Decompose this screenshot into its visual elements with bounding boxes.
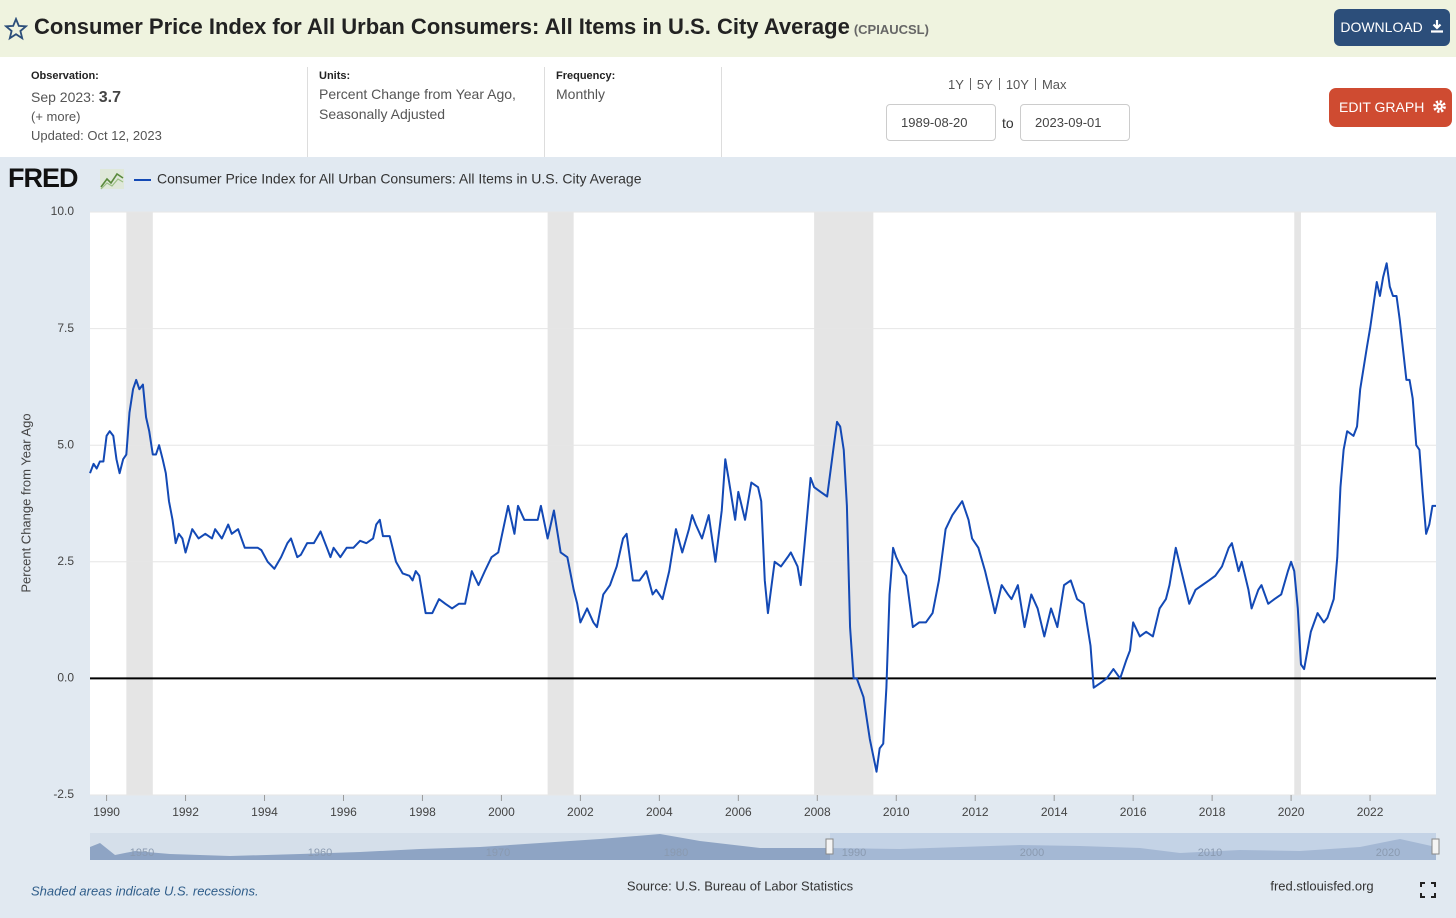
plot-area <box>90 212 1436 795</box>
separator <box>544 67 545 157</box>
x-tick-label: 1996 <box>330 805 357 819</box>
separator <box>307 67 308 157</box>
x-tick-label: 2020 <box>1278 805 1305 819</box>
navigator-handle[interactable] <box>825 838 834 855</box>
x-tick-label: 2002 <box>567 805 594 819</box>
series-id: (CPIAUCSL) <box>853 22 929 37</box>
download-label: DOWNLOAD <box>1340 19 1423 35</box>
chart: FRED Consumer Price Index for All Urban … <box>8 163 1440 898</box>
x-tick-label: 2004 <box>646 805 673 819</box>
navigator-selection[interactable] <box>830 833 1436 860</box>
frequency-label: Frequency: <box>556 70 616 82</box>
fullscreen-icon[interactable] <box>1420 882 1436 898</box>
logo-icon <box>100 169 124 190</box>
navigator-label: 1960 <box>308 847 332 859</box>
navigator-label: 2000 <box>1020 847 1044 859</box>
navigator: 1950 1960 1970 1980 1990 2000 2010 2020 <box>90 833 1440 860</box>
y-axis-label: Percent Change from Year Ago <box>18 413 33 592</box>
frequency-text: Monthly <box>556 86 606 102</box>
range-button[interactable]: 1Y <box>948 77 964 92</box>
range-selector: 1Y 5Y 10Y Max <box>948 76 1067 94</box>
x-tick-label: 2000 <box>488 805 515 819</box>
x-tick-label: 2018 <box>1199 805 1226 819</box>
fred-logo: FRED <box>8 163 78 193</box>
observation-label: Observation: <box>31 70 99 82</box>
separator <box>721 67 722 157</box>
y-tick-label: -2.5 <box>53 787 74 801</box>
x-tick-label: 2016 <box>1120 805 1147 819</box>
gear-icon <box>1433 100 1447 113</box>
info-panel: Observation: Sep 2023: 3.7 (+ more) Upda… <box>0 57 1456 157</box>
x-tick-label: 1994 <box>251 805 278 819</box>
navigator-label: 1970 <box>486 847 510 859</box>
recession-shade <box>1294 212 1301 795</box>
navigator-label: 2020 <box>1376 847 1400 859</box>
updated-date: Updated: Oct 12, 2023 <box>31 128 162 143</box>
y-tick-label: 2.5 <box>57 554 74 568</box>
date-separator: to <box>1002 115 1014 131</box>
navigator-label: 1980 <box>664 847 688 859</box>
recession-shade <box>547 212 574 795</box>
y-tick-label: 0.0 <box>57 671 74 685</box>
separator <box>969 78 971 90</box>
separator <box>998 78 1000 90</box>
range-button[interactable]: 10Y <box>1005 77 1029 92</box>
y-tick-label: 5.0 <box>57 437 74 451</box>
legend-label[interactable]: Consumer Price Index for All Urban Consu… <box>157 171 642 187</box>
separator <box>1034 78 1036 90</box>
units-label: Units: <box>319 70 351 82</box>
more-link[interactable]: (+ more) <box>31 109 81 124</box>
navigator-handle[interactable] <box>1431 838 1440 855</box>
site-link[interactable]: fred.stlouisfed.org <box>1270 878 1373 893</box>
x-tick-label: 2014 <box>1041 805 1068 819</box>
x-tick-label: 1992 <box>172 805 199 819</box>
download-icon <box>1430 20 1443 33</box>
y-tick-label: 10.0 <box>51 204 75 218</box>
y-tick-label: 7.5 <box>57 321 74 335</box>
navigator-label: 1990 <box>842 847 866 859</box>
download-button[interactable]: DOWNLOAD <box>1334 9 1450 46</box>
recession-note: Shaded areas indicate U.S. recessions. <box>31 883 259 898</box>
recession-shade <box>126 212 153 795</box>
range-button[interactable]: Max <box>1041 77 1067 92</box>
navigator-label: 2010 <box>1198 847 1222 859</box>
x-tick-label: 1990 <box>93 805 120 819</box>
edit-graph-button[interactable]: EDIT GRAPH <box>1329 88 1452 127</box>
end-date-input[interactable]: 2023-09-01 <box>1020 104 1130 141</box>
observation-value: 3.7 <box>98 89 121 106</box>
favorite-star[interactable] <box>4 17 28 41</box>
series-title: Consumer Price Index for All Urban Consu… <box>34 14 929 40</box>
navigator-label: 1950 <box>130 847 154 859</box>
observation-date: Sep 2023: <box>31 89 95 105</box>
title-text: Consumer Price Index for All Urban Consu… <box>34 14 850 39</box>
x-tick-label: 2008 <box>804 805 831 819</box>
start-date-input[interactable]: 1989-08-20 <box>886 104 996 141</box>
x-tick-label: 2012 <box>962 805 989 819</box>
source-note[interactable]: Source: U.S. Bureau of Labor Statistics <box>627 878 854 893</box>
series-line <box>89 262 1436 773</box>
x-tick-label: 1998 <box>409 805 436 819</box>
edit-graph-label: EDIT GRAPH <box>1339 99 1425 115</box>
x-tick-label: 2006 <box>725 805 752 819</box>
x-tick-label: 2022 <box>1357 805 1384 819</box>
units-text: Percent Change from Year Ago, Seasonally… <box>319 86 516 122</box>
x-tick-label: 2010 <box>883 805 910 819</box>
range-button[interactable]: 5Y <box>976 77 993 92</box>
title-bar: Consumer Price Index for All Urban Consu… <box>0 0 1456 57</box>
